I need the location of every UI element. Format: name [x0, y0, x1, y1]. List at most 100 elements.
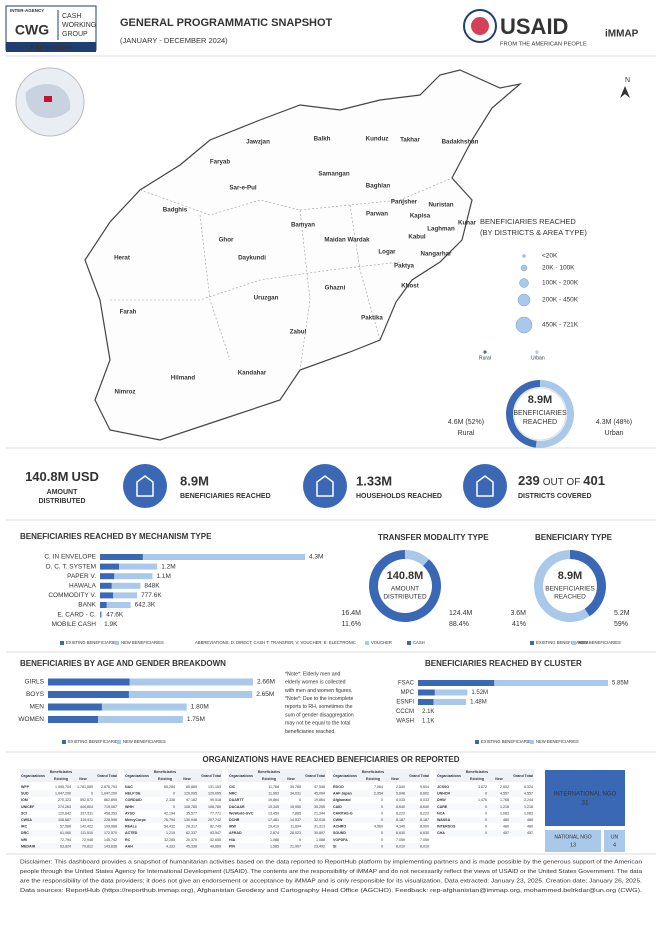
table-cell: SCI [21, 811, 27, 815]
table-cell: 65,284 [164, 785, 175, 789]
donut-label: BENEFICIARIES [545, 586, 595, 593]
donut-segment [570, 550, 607, 617]
table-cell: 108,780 [208, 805, 221, 809]
table-cell: AAF Japan [333, 792, 352, 796]
section-title: BENEFICIARIES REACHED BY CLUSTER [425, 659, 582, 668]
table-cell: 23,492 [314, 844, 325, 848]
org-type-box [545, 770, 625, 826]
bar-segment [100, 563, 120, 570]
table-cell: 131,153 [208, 785, 221, 789]
table-cell: 6,630 [420, 831, 429, 835]
table-cell: 719,067 [104, 805, 117, 809]
bar-total-label: 777.6K [141, 592, 162, 599]
table-cell: SOUND [333, 831, 346, 835]
table-row-bg [228, 843, 326, 850]
table-cell: 17,481 [268, 818, 279, 822]
area-type-symbol [483, 350, 487, 354]
table-cell: AAH [125, 844, 133, 848]
org-type-name: UN [611, 834, 619, 840]
table-cell: 72,948 [82, 838, 93, 842]
table-cell: 2,954 [374, 792, 383, 796]
table-cell: 4,560 [374, 825, 383, 829]
table-header: Grand Total [201, 774, 221, 778]
table-cell: 458,353 [104, 811, 117, 815]
kpi-label: HOUSEHOLDS REACHED [356, 493, 442, 500]
donut-core [513, 387, 567, 441]
table-cell: CORDAID [125, 798, 142, 802]
kpi-icon-glyph [476, 475, 494, 497]
table-cell: 129,095 [184, 792, 197, 796]
table-cell: 19,864 [314, 798, 325, 802]
donut-label: BENEFICIARIES [513, 410, 567, 417]
legend-swatch [407, 641, 411, 645]
table-cell: 4,557 [524, 792, 533, 796]
province-label: Paktika [361, 315, 383, 322]
table-cell: 270,323 [58, 798, 71, 802]
donut-label: REACHED [523, 419, 557, 426]
table-cell: 1,088 [270, 838, 279, 842]
kpi-icon [463, 464, 507, 508]
table-cell: HELP DE [125, 792, 141, 796]
note-line: reports to RH, sometimes the [285, 704, 353, 710]
bar-segment [128, 691, 253, 698]
bar-category: PAPER V. [67, 573, 96, 580]
legend-label: EXISTING BENEFICIARIES [66, 640, 119, 645]
bar-total-label: 4.3M [309, 554, 323, 561]
province-label: Sar-e-Pul [229, 185, 256, 192]
table-cell: 172,570 [104, 831, 117, 835]
province-label: Khost [401, 283, 419, 290]
province-label: Kandahar [238, 370, 267, 377]
province-label: Nuristan [428, 202, 453, 209]
north-label: N [625, 77, 630, 84]
table-cell: 52,655 [210, 838, 221, 842]
bar-total-label: 1.9K [104, 621, 118, 628]
table-cell: 6,010 [396, 844, 405, 848]
kpi-icon-glyph [136, 475, 154, 497]
legend-subtitle: (BY DISTRICTS & AREA TYPE) [480, 228, 587, 237]
table-cell: 13,459 [268, 811, 279, 815]
table-cell: 5,648 [396, 792, 405, 796]
province-label: Takhar [400, 137, 420, 144]
table-cell: AFRAD [229, 831, 242, 835]
table-cell: RDOO [333, 785, 344, 789]
section-title: TRANSFER MODALITY TYPE [378, 533, 489, 542]
kpi-label: DISTRICTS COVERED [518, 493, 592, 500]
province-label: Bamyan [291, 222, 315, 229]
org-type-name: INTERNATIONAL NGO [554, 792, 617, 798]
table-cell: 1,781,089 [77, 785, 93, 789]
table-header-bg [436, 769, 534, 782]
bar-category: MEN [30, 704, 45, 711]
donut-segment [405, 550, 430, 566]
province-label: Parwan [366, 211, 388, 218]
legend-item: 200K - 450K [542, 297, 579, 304]
table-header: Organizations [125, 774, 149, 778]
table-cell: Afghanaid [333, 798, 351, 802]
table-cell: SI [333, 844, 336, 848]
province-label: Nimroz [115, 389, 136, 396]
bar-segment [100, 573, 115, 580]
donut-total: 8.9M [558, 570, 582, 582]
bar-segment [48, 703, 102, 711]
kpi-part: 239 [518, 473, 540, 488]
province-label: Samangan [318, 171, 350, 178]
table-cell: DAARTT [229, 798, 245, 802]
table-header: New [495, 777, 503, 781]
table-cell: 11,894 [290, 825, 301, 829]
table-cell: 35,295 [314, 805, 325, 809]
legend-swatch [365, 641, 369, 645]
table-cell: NRC [229, 792, 237, 796]
legend-label: NEW BENEFICIARIES [536, 739, 579, 744]
table-cell: 6,010 [420, 844, 429, 848]
table-cell: 444,804 [80, 805, 93, 809]
table-row-bg [436, 816, 534, 824]
bar-total-label: 1.75M [187, 716, 205, 723]
table-cell: MEDAIR [21, 844, 36, 848]
table-cell: 2,336 [166, 798, 175, 802]
table-cell: 62,337 [186, 831, 197, 835]
table-cell: 1,476 [478, 798, 487, 802]
table-cell: WHH [125, 805, 134, 809]
province-label: Jawzjan [246, 139, 270, 146]
bar-segment [433, 699, 467, 705]
note-line: *Note*: Elderly men and [285, 671, 340, 677]
donut-segment [506, 380, 540, 448]
